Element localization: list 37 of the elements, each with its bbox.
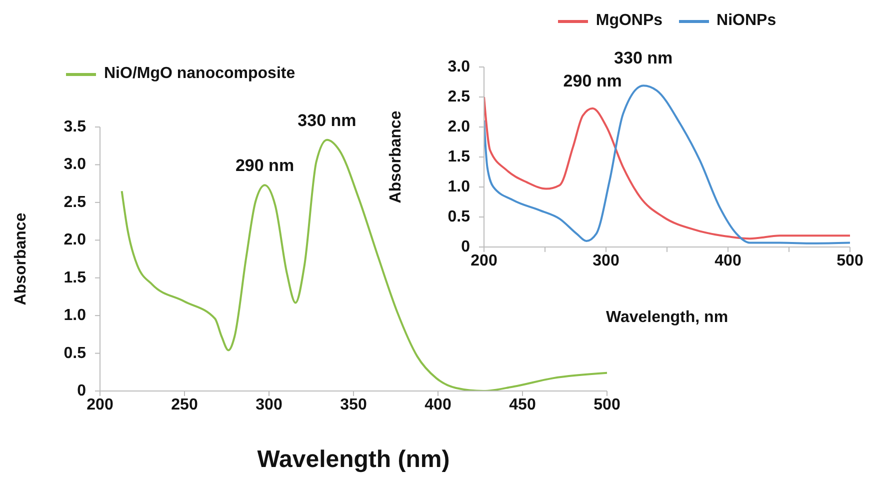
annotation: 330 nm	[298, 110, 356, 130]
x-tick-label: 300	[592, 252, 620, 270]
annotation: 290 nm	[235, 156, 294, 176]
y-tick-label: 0.5	[448, 208, 470, 226]
y-tick-label: 1.0	[448, 178, 470, 196]
x-tick-label: 200	[470, 252, 498, 270]
y-tick-label: 0	[77, 382, 86, 400]
y-tick-label: 2.5	[448, 88, 470, 106]
y-axis-title: Absorbance	[388, 110, 405, 204]
y-tick-label: 0	[461, 238, 470, 256]
y-tick-label: 2.5	[64, 194, 86, 211]
x-tick-label: 200	[86, 396, 114, 414]
y-tick-label: 2.0	[64, 232, 86, 249]
x-tick-label: 450	[509, 396, 536, 414]
legend-label: NiONPs	[716, 12, 776, 30]
legend-label: NiO/MgO nanocomposite	[104, 65, 296, 83]
annotation: 290 nm	[563, 71, 622, 90]
x-tick-label: 350	[340, 396, 367, 414]
legend-label: MgONPs	[596, 12, 663, 30]
x-tick-label: 250	[171, 396, 198, 414]
y-axis-title: Absorbance	[12, 212, 30, 306]
y-tick-label: 1.5	[64, 269, 86, 286]
x-tick-label: 300	[256, 396, 282, 414]
x-tick-label: 500	[836, 252, 864, 270]
y-tick-label: 3.0	[448, 58, 470, 76]
y-tick-label: 1.0	[64, 307, 86, 324]
x-tick-label: 400	[424, 396, 452, 414]
y-tick-label: 0.5	[64, 344, 86, 362]
y-tick-label: 3.5	[64, 118, 86, 136]
annotation: 330 nm	[614, 48, 673, 68]
y-tick-label: 1.5	[448, 148, 470, 166]
x-axis-title: Wavelength (nm)	[257, 446, 450, 473]
y-tick-label: 3.0	[64, 156, 86, 174]
x-tick-label: 400	[714, 252, 742, 270]
y-tick-label: 2.0	[448, 118, 470, 136]
x-tick-label: 500	[594, 396, 620, 414]
x-axis-title: Wavelength, nm	[606, 309, 728, 326]
